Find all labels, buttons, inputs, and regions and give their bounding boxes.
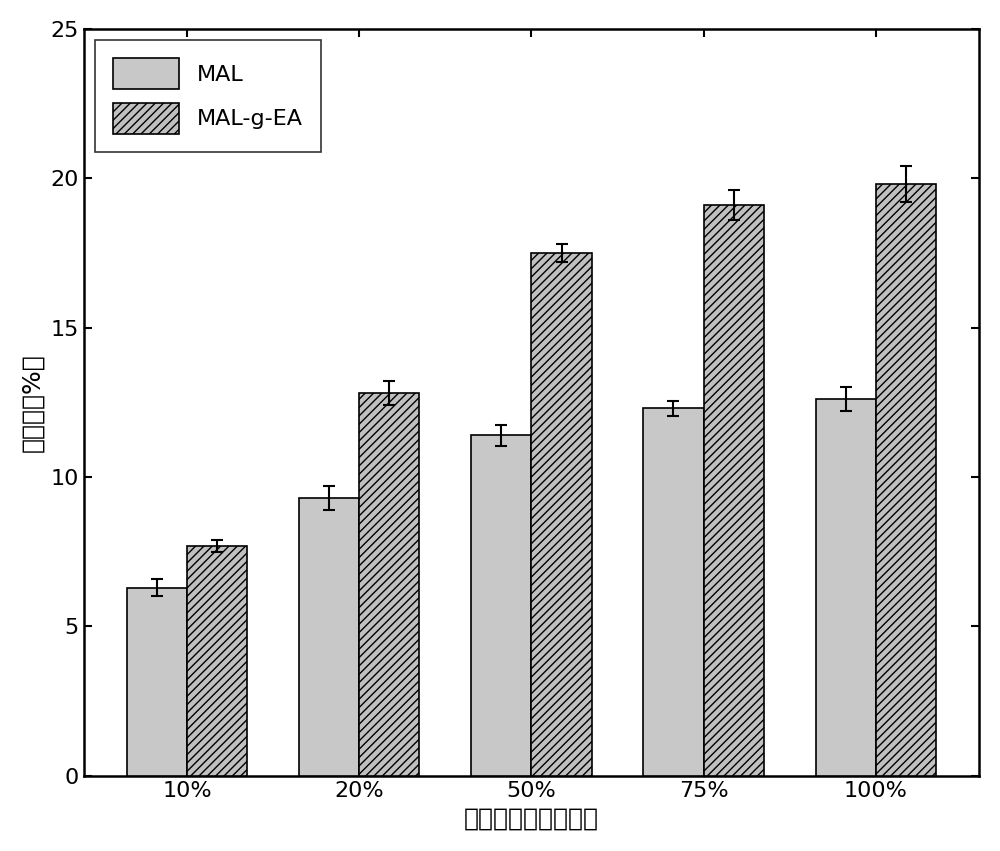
Bar [876,184,936,776]
Bar [359,393,419,776]
Bar [643,408,704,776]
Bar [127,587,187,776]
Y-axis label: 载药率（%）: 载药率（%） [21,353,45,452]
Bar [471,435,531,776]
Bar [531,253,592,776]
Bar [187,545,247,776]
Bar [299,498,359,776]
X-axis label: 布洛芬的初始投料比: 布洛芬的初始投料比 [464,806,599,831]
Bar [816,399,876,776]
Legend: MAL, MAL-g-EA: MAL, MAL-g-EA [95,40,321,151]
Bar [704,205,764,776]
